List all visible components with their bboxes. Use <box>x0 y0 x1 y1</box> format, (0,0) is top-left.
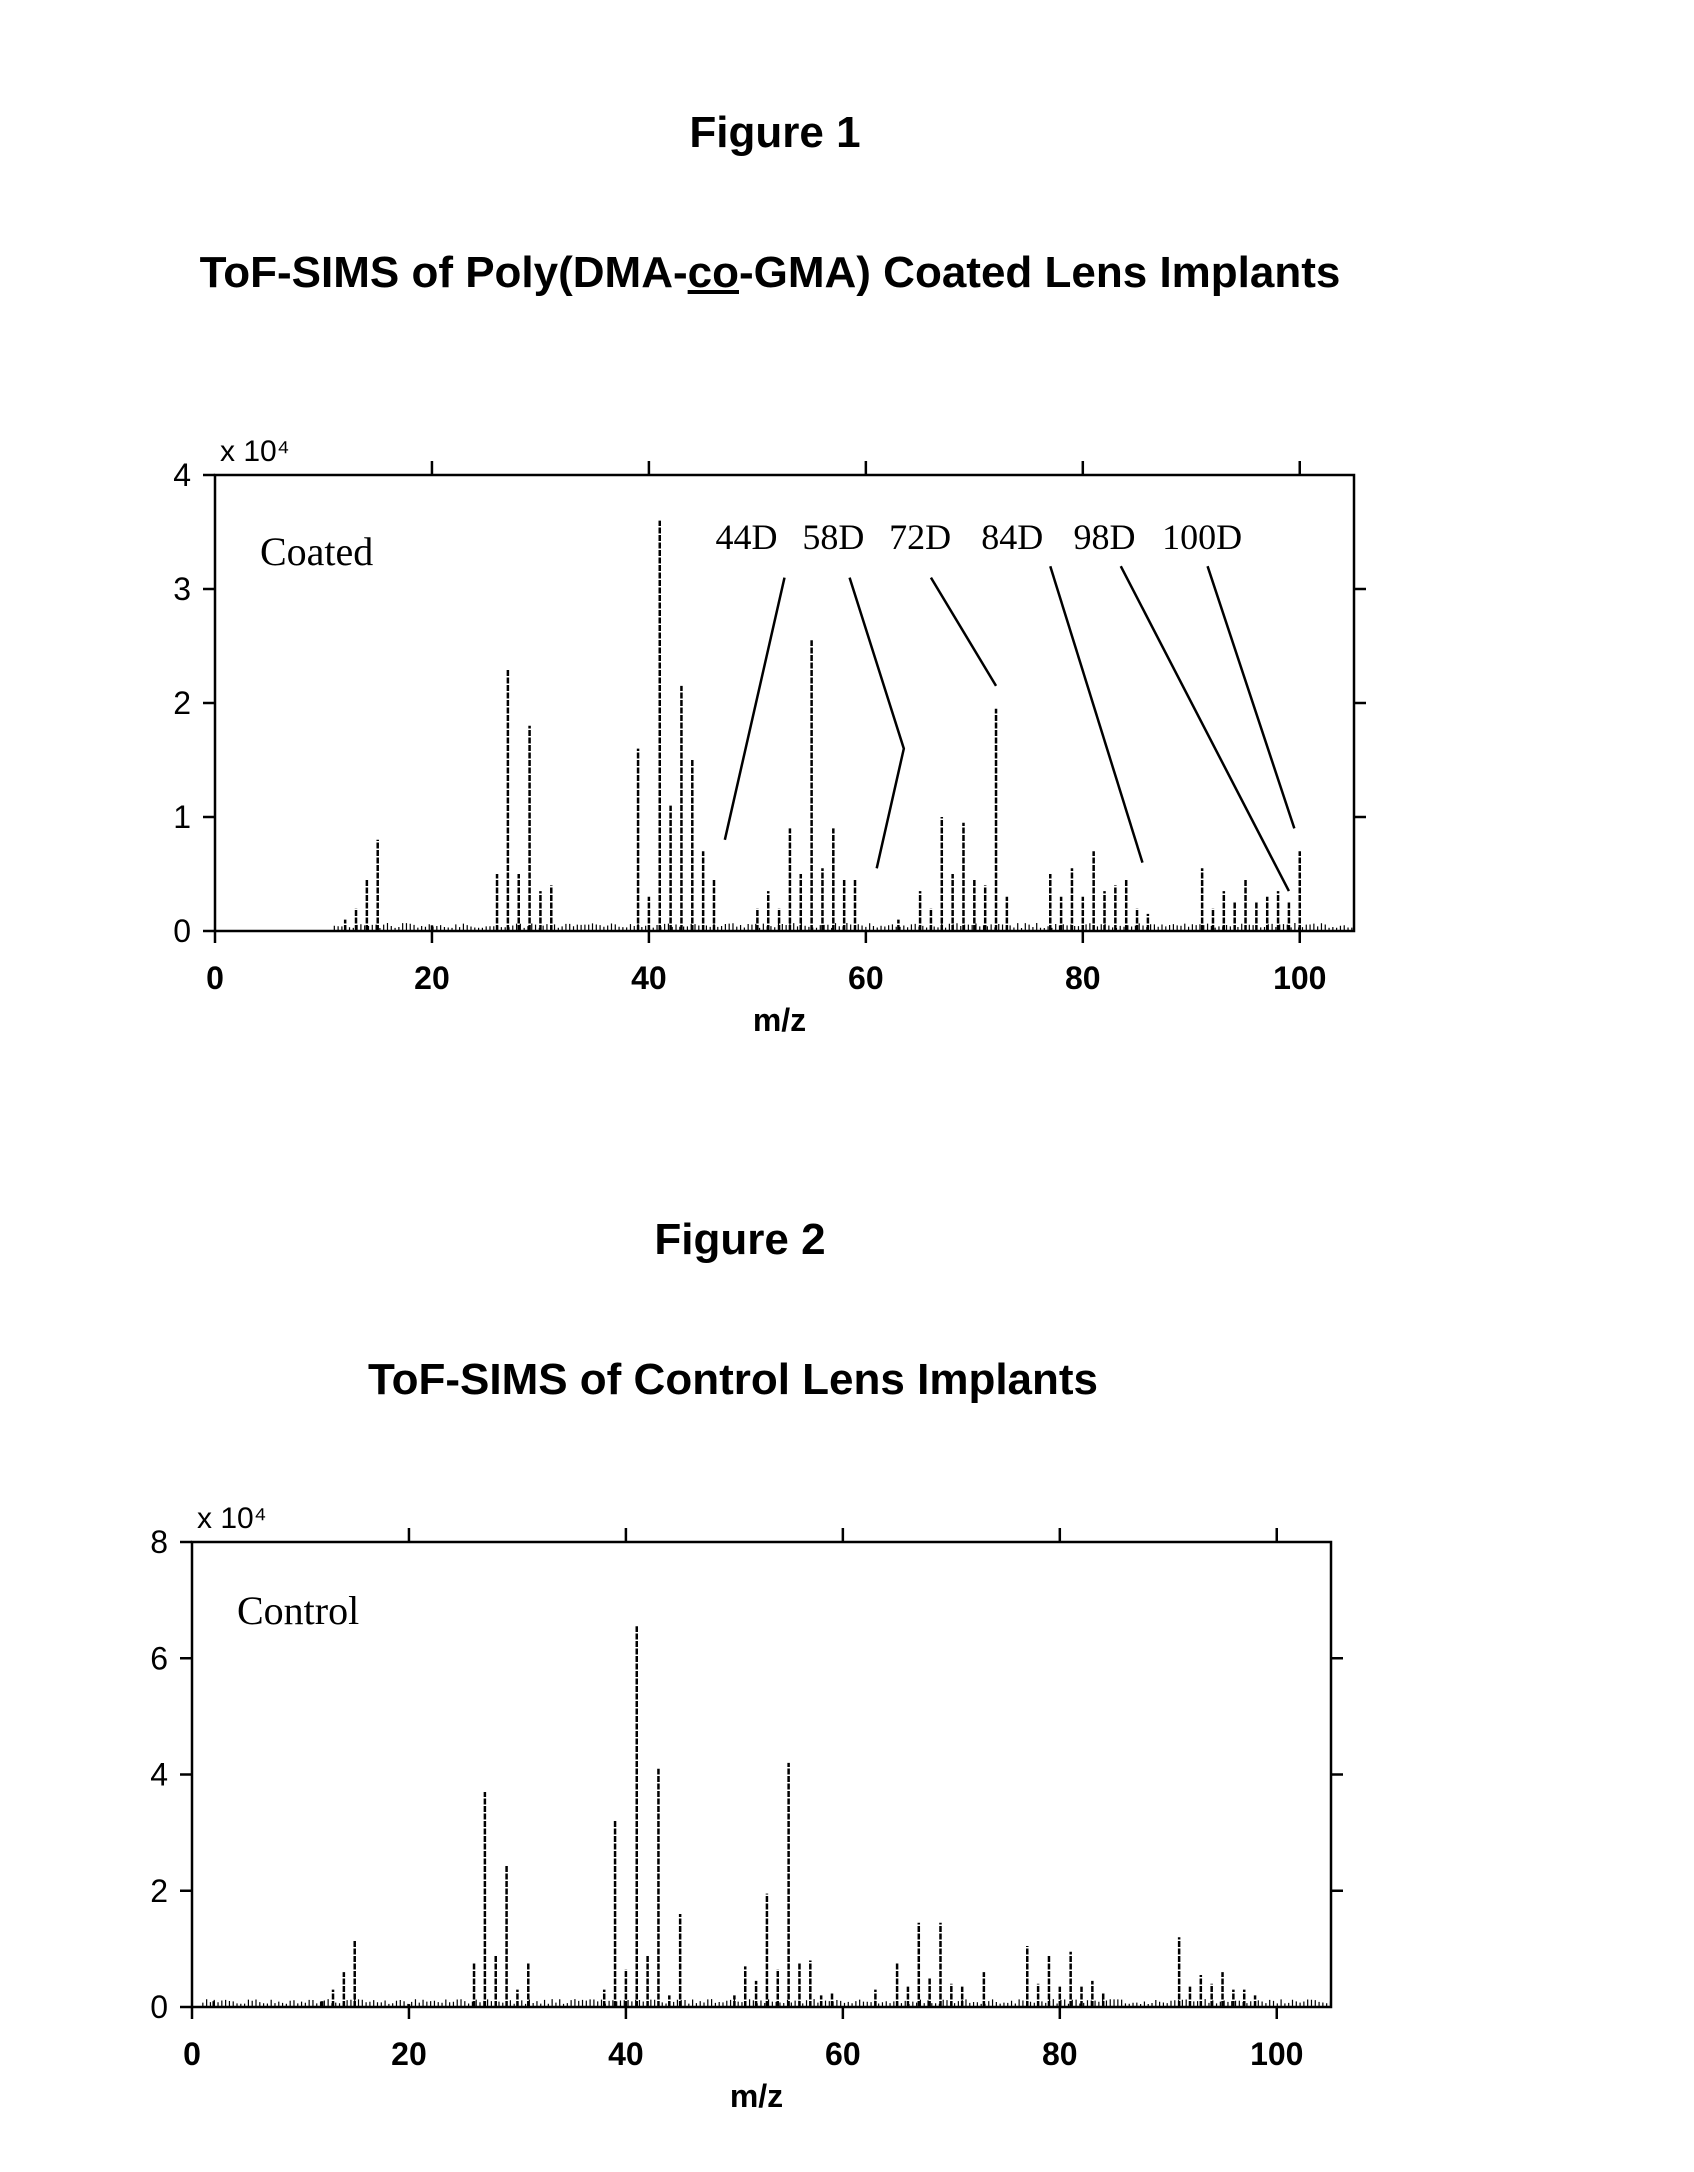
x-tick-label: 60 <box>825 2036 861 2072</box>
inset-label: Control <box>237 1588 359 1633</box>
plot-frame <box>192 1542 1331 2007</box>
x-tick-label: 100 <box>1250 2036 1303 2072</box>
y-tick-label: 2 <box>150 1873 168 1909</box>
y-multiplier: x 10⁴ <box>197 1502 267 1535</box>
x-tick-label: 40 <box>608 2036 644 2072</box>
y-tick-label: 4 <box>150 1757 168 1793</box>
x-tick-label: 80 <box>1042 2036 1078 2072</box>
x-axis-label: m/z <box>730 2078 783 2114</box>
y-tick-label: 6 <box>150 1640 168 1676</box>
y-tick-label: 8 <box>150 1524 168 1560</box>
x-tick-label: 0 <box>183 2036 201 2072</box>
y-tick-label: 0 <box>150 1989 168 2025</box>
x-tick-label: 20 <box>391 2036 427 2072</box>
